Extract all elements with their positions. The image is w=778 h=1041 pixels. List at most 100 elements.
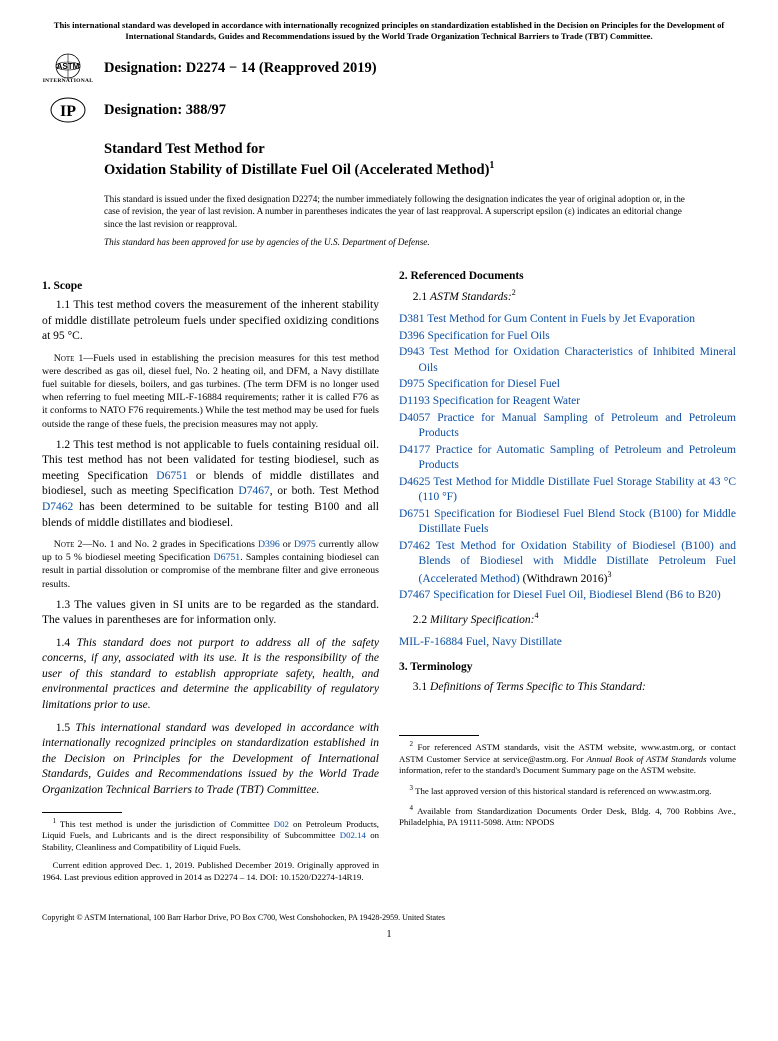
link-d6751-b[interactable]: D6751 xyxy=(214,552,241,563)
ref-sup: 3 xyxy=(607,570,611,579)
link-d0214[interactable]: D02.14 xyxy=(340,830,366,840)
title-block: Standard Test Method for Oxidation Stabi… xyxy=(104,140,736,179)
link-d396[interactable]: D396 xyxy=(258,539,280,550)
footnotes-col2: 2 For referenced ASTM standards, visit t… xyxy=(399,735,736,828)
note-2: Note 2—No. 1 and No. 2 grades in Specifi… xyxy=(42,538,379,591)
ref-item: D1193 Specification for Reagent Water xyxy=(399,394,736,410)
note-1-label: Note 1 xyxy=(54,353,84,364)
footnote-3: 3 The last approved version of this hist… xyxy=(399,784,736,797)
scope-1-4: 1.4 This standard does not purport to ad… xyxy=(42,636,379,714)
title-intro: Standard Test Method for xyxy=(104,140,736,160)
ref-item: D943 Test Method for Oxidation Character… xyxy=(399,345,736,376)
footnote-4: 4 Available from Standardization Documen… xyxy=(399,804,736,829)
note-2-a: —No. 1 and No. 2 grades in Specification… xyxy=(82,539,258,550)
ref-desc: Specification for Reagent Water xyxy=(430,395,580,407)
ref-item: D6751 Specification for Biodiesel Fuel B… xyxy=(399,507,736,538)
ref-desc: Specification for Diesel Fuel xyxy=(425,378,560,390)
note-2-label: Note 2 xyxy=(54,539,83,550)
ref-item: D7462 Test Method for Oxidation Stabilit… xyxy=(399,539,736,587)
term-3-1-a: 3.1 xyxy=(413,681,430,693)
refdocs-2-1-sup: 2 xyxy=(512,288,516,297)
footnote-1-cont: Current edition approved Dec. 1, 2019. P… xyxy=(42,860,379,883)
ref-desc-mil: Fuel, Navy Distillate xyxy=(466,636,562,648)
dod-approval-note: This standard has been approved for use … xyxy=(104,236,736,248)
refdocs-2-2-b: Military Specification: xyxy=(430,613,534,625)
ref-desc: Practice for Manual Sampling of Petroleu… xyxy=(419,412,736,440)
ref-item: D7467 Specification for Diesel Fuel Oil,… xyxy=(399,588,736,604)
link-d02[interactable]: D02 xyxy=(274,819,289,829)
note-1: Note 1—Fuels used in establishing the pr… xyxy=(42,352,379,431)
ref-desc: Test Method for Gum Content in Fuels by … xyxy=(425,313,695,325)
body-columns: 1. Scope 1.1 This test method covers the… xyxy=(42,269,736,884)
ref-code[interactable]: D396 xyxy=(399,330,425,342)
issuance-note: This standard is issued under the fixed … xyxy=(104,193,696,230)
link-d7462[interactable]: D7462 xyxy=(42,501,73,513)
ref-desc: Specification for Diesel Fuel Oil, Biodi… xyxy=(430,589,720,601)
link-d6751[interactable]: D6751 xyxy=(156,470,187,482)
ref-code[interactable]: D7462 xyxy=(399,540,430,552)
ref-desc: Specification for Fuel Oils xyxy=(425,330,550,342)
terminology-heading: 3. Terminology xyxy=(399,660,736,676)
astm-logo-sub: INTERNATIONAL xyxy=(43,79,94,85)
astm-logo: ASTM INTERNATIONAL xyxy=(42,48,94,88)
ref-code[interactable]: D943 xyxy=(399,346,425,358)
ip-logo: IP xyxy=(42,94,94,126)
scope-1-5-text: This international standard was develope… xyxy=(42,722,379,796)
ref-code[interactable]: D1193 xyxy=(399,395,430,407)
ip-designation-row: IP Designation: 388/97 xyxy=(42,94,736,126)
ref-desc: Test Method for Middle Distillate Fuel S… xyxy=(419,476,736,504)
title-main: Oxidation Stability of Distillate Fuel O… xyxy=(104,160,736,179)
scope-1-5: 1.5 This international standard was deve… xyxy=(42,721,379,799)
astm-designation: Designation: D2274 − 14 (Reapproved 2019… xyxy=(104,59,377,79)
ip-designation: Designation: 388/97 xyxy=(104,101,226,121)
ref-item: D4177 Practice for Automatic Sampling of… xyxy=(399,443,736,474)
refdocs-2-2-sup: 4 xyxy=(534,611,538,620)
footnotes-col1: 1 This test method is under the jurisdic… xyxy=(42,812,379,883)
ref-item: D381 Test Method for Gum Content in Fuel… xyxy=(399,312,736,328)
ref-item: D975 Specification for Diesel Fuel xyxy=(399,377,736,393)
scope-1-3: 1.3 The values given in SI units are to … xyxy=(42,598,379,629)
refdocs-2-2-a: 2.2 xyxy=(413,613,430,625)
ref-code[interactable]: D6751 xyxy=(399,508,430,520)
scope-1-1: 1.1 This test method covers the measurem… xyxy=(42,298,379,345)
ref-desc: Test Method for Oxidation Characteristic… xyxy=(419,346,736,374)
ref-withdrawn: (Withdrawn 2016) xyxy=(520,572,608,584)
refdocs-2-1-a: 2.1 xyxy=(413,291,430,303)
ref-code[interactable]: D975 xyxy=(399,378,425,390)
link-d7467[interactable]: D7467 xyxy=(238,485,269,497)
svg-text:IP: IP xyxy=(60,103,76,120)
ref-item: D4057 Practice for Manual Sampling of Pe… xyxy=(399,411,736,442)
scope-1-2-d: has been determined to be suitable for t… xyxy=(42,501,379,529)
title-superscript: 1 xyxy=(489,160,494,171)
ref-desc: Practice for Automatic Sampling of Petro… xyxy=(419,444,736,472)
fn4-text: Available from Standardization Documents… xyxy=(399,806,736,827)
note-1-text: —Fuels used in establishing the precisio… xyxy=(42,353,379,430)
ref-code[interactable]: D4177 xyxy=(399,444,430,456)
fn2-ital: Annual Book of ASTM Standards xyxy=(587,754,707,764)
ref-code[interactable]: D381 xyxy=(399,313,425,325)
scope-1-4-text: This standard does not purport to addres… xyxy=(42,637,379,711)
page-number: 1 xyxy=(42,928,736,942)
refdocs-2-1-b: ASTM Standards: xyxy=(430,291,512,303)
top-tbt-notice: This international standard was develope… xyxy=(42,20,736,42)
ref-desc: Specification for Biodiesel Fuel Blend S… xyxy=(419,508,736,536)
term-3-1: 3.1 Definitions of Terms Specific to Thi… xyxy=(399,680,736,696)
ref-code[interactable]: D4625 xyxy=(399,476,430,488)
refdocs-heading: 2. Referenced Documents xyxy=(399,269,736,285)
footnote-1: 1 This test method is under the jurisdic… xyxy=(42,817,379,853)
astm-ref-list: D381 Test Method for Gum Content in Fuel… xyxy=(399,312,736,603)
fn3-text: The last approved version of this histor… xyxy=(413,786,711,796)
astm-designation-row: ASTM INTERNATIONAL Designation: D2274 − … xyxy=(42,48,736,88)
refdocs-2-2: 2.2 Military Specification:4 xyxy=(399,611,736,628)
link-d975[interactable]: D975 xyxy=(294,539,316,550)
ref-item: D396 Specification for Fuel Oils xyxy=(399,329,736,345)
ref-code[interactable]: D4057 xyxy=(399,412,430,424)
note-2-b: or xyxy=(280,539,294,550)
ref-code[interactable]: D7467 xyxy=(399,589,430,601)
footnote-rule-2 xyxy=(399,735,479,736)
copyright-line: Copyright © ASTM International, 100 Barr… xyxy=(42,913,736,924)
ref-item-mil: MIL-F-16884 Fuel, Navy Distillate xyxy=(399,635,736,651)
ref-code-mil[interactable]: MIL-F-16884 xyxy=(399,636,463,648)
fn1-a: This test method is under the jurisdicti… xyxy=(56,819,274,829)
scope-1-2-c: , or both. Test Method xyxy=(270,485,379,497)
